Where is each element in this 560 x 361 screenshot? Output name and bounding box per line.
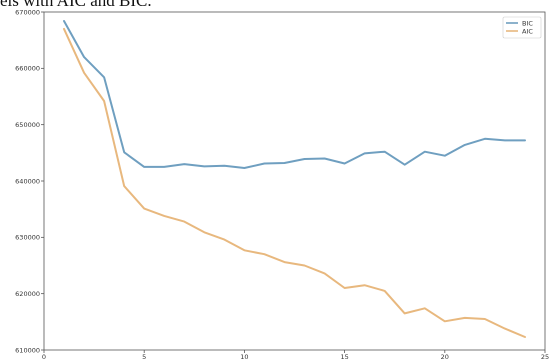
series-layer	[63, 20, 526, 338]
y-tick-label: 670000	[15, 8, 40, 16]
x-tick-label: 0	[42, 353, 46, 361]
y-tick-label: 630000	[15, 234, 40, 242]
figure-caption: els with AIC and BIC.	[0, 0, 152, 10]
y-tick-label: 620000	[15, 290, 40, 298]
legend-label-aic: AIC	[522, 27, 533, 35]
series-line-aic	[63, 27, 526, 338]
x-tick-label: 5	[142, 353, 146, 361]
y-tick-label: 650000	[15, 121, 40, 129]
y-tick-label: 610000	[15, 346, 40, 354]
y-tick-label: 660000	[15, 65, 40, 73]
series-line-bic	[63, 20, 526, 169]
legend-label-bic: BIC	[522, 19, 533, 27]
x-tick-label: 15	[340, 353, 348, 361]
y-axis-ticks: 610000 620000 630000 640000 650000 660000 6700…	[15, 8, 44, 354]
x-tick-label: 25	[541, 353, 549, 361]
x-axis-ticks: 0 5 10 15 20 25	[42, 350, 549, 361]
x-tick-label: 20	[441, 353, 449, 361]
plot-frame	[43, 11, 546, 351]
x-tick-label: 10	[240, 353, 248, 361]
y-tick-label: 640000	[15, 177, 40, 185]
